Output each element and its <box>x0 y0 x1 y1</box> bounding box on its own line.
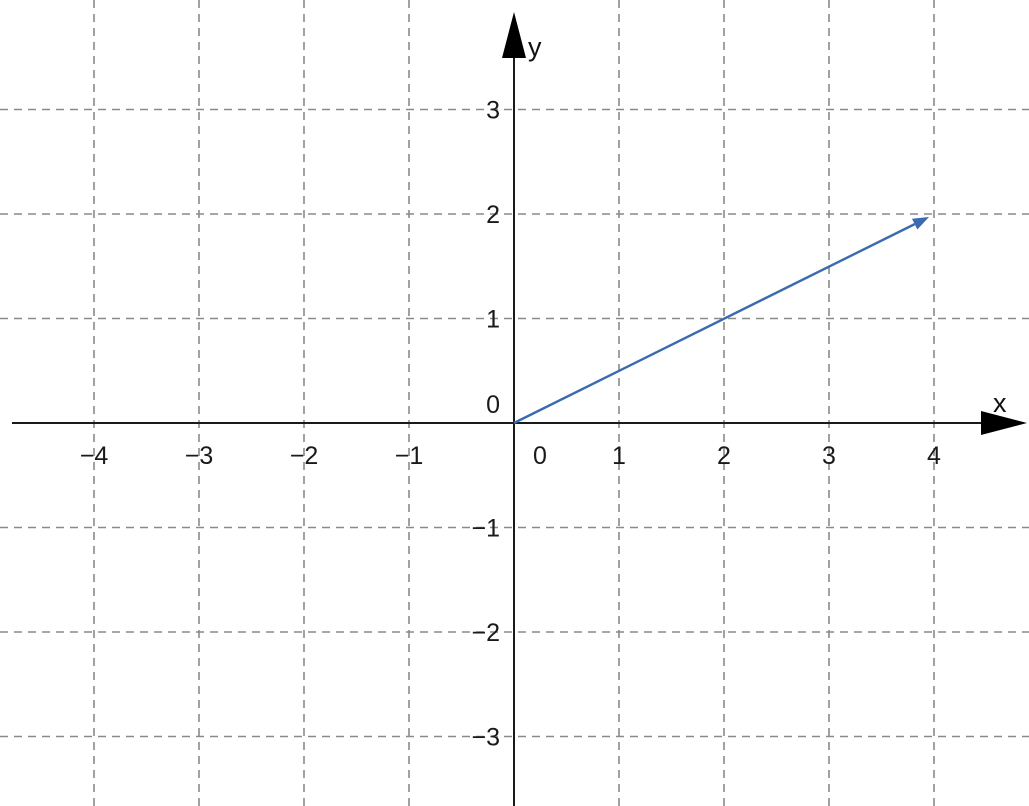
vectors <box>513 217 929 425</box>
y-tick-label: 1 <box>486 306 500 334</box>
y-tick-label: −3 <box>471 724 500 752</box>
y-tick-label: 0 <box>486 391 500 419</box>
x-tick-label: −2 <box>290 442 319 470</box>
x-tick-label: −1 <box>395 442 424 470</box>
y-tick-labels: 3 2 1 0 −1 −2 −3 <box>471 97 500 752</box>
y-tick-label: −2 <box>471 619 500 647</box>
x-tick-label: 2 <box>717 442 731 470</box>
x-axis-label: x <box>993 388 1007 418</box>
y-axis-label: y <box>528 32 542 62</box>
x-tick-labels: −4 −3 −2 −1 0 1 2 3 4 <box>80 442 941 470</box>
x-tick-label: 4 <box>927 442 941 470</box>
x-tick-label: −3 <box>185 442 214 470</box>
y-tick-label: 3 <box>486 97 500 125</box>
x-tick-label: 0 <box>533 442 547 470</box>
y-tick-label: 2 <box>486 201 500 229</box>
x-tick-label: 1 <box>612 442 626 470</box>
x-axis-arrowhead <box>981 411 1027 435</box>
vector-line <box>513 223 916 425</box>
y-axis-arrowhead <box>502 12 526 58</box>
y-tick-label: −1 <box>471 515 500 543</box>
x-tick-label: −4 <box>80 442 109 470</box>
vector-arrowhead <box>912 217 929 230</box>
x-tick-label: 3 <box>822 442 836 470</box>
